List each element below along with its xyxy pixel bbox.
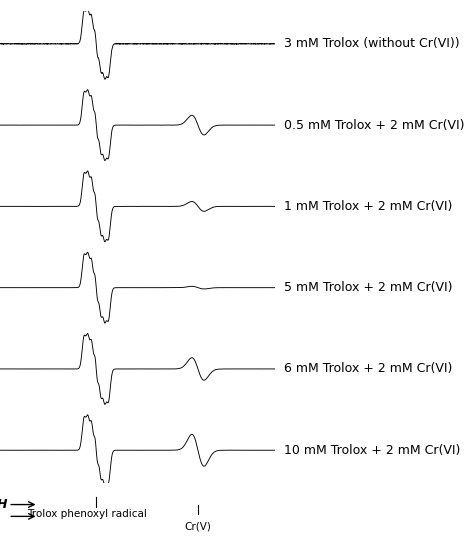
Text: 1 mM Trolox + 2 mM Cr(VI): 1 mM Trolox + 2 mM Cr(VI) — [284, 200, 453, 213]
Text: Trolox phenoxyl radical: Trolox phenoxyl radical — [27, 509, 147, 519]
Text: 5 mM Trolox + 2 mM Cr(VI): 5 mM Trolox + 2 mM Cr(VI) — [284, 281, 453, 294]
Text: Cr(V): Cr(V) — [184, 521, 211, 531]
Text: 6 mM Trolox + 2 mM Cr(VI): 6 mM Trolox + 2 mM Cr(VI) — [284, 362, 453, 375]
Text: H: H — [0, 498, 7, 511]
Text: 0.5 mM Trolox + 2 mM Cr(VI): 0.5 mM Trolox + 2 mM Cr(VI) — [284, 119, 465, 132]
Text: 10 mM Trolox + 2 mM Cr(VI): 10 mM Trolox + 2 mM Cr(VI) — [284, 444, 461, 457]
Text: 3 mM Trolox (without Cr(VI)): 3 mM Trolox (without Cr(VI)) — [284, 37, 460, 50]
